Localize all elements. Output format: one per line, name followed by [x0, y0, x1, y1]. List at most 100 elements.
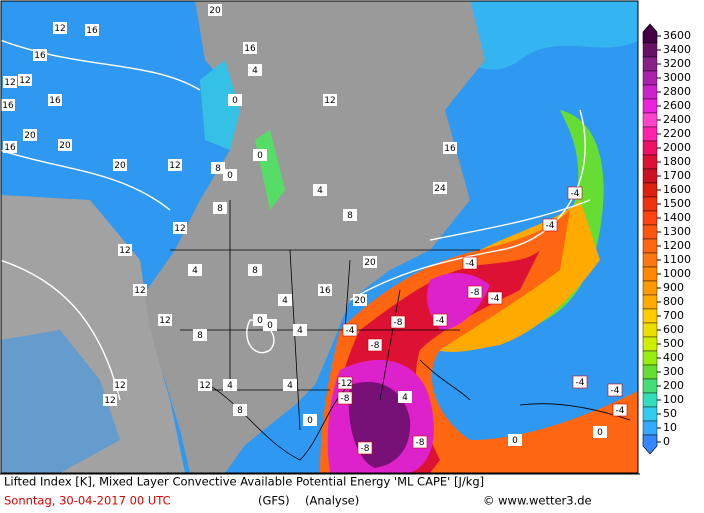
map-frame	[0, 0, 639, 474]
contour-label-box	[228, 94, 242, 106]
contour-label-box	[58, 139, 72, 151]
contour-label: 12	[169, 161, 180, 171]
contour-label: -4	[616, 406, 625, 416]
contour-label-box	[233, 404, 247, 416]
legend-swatch	[642, 420, 658, 436]
contour-label: 4	[317, 186, 323, 196]
contour-label: 0	[232, 96, 238, 106]
contour-label-box	[572, 375, 588, 389]
contour-label: 8	[197, 331, 203, 341]
caption-run: (Analyse)	[305, 494, 359, 508]
legend-swatch	[642, 392, 658, 408]
legend-swatch	[642, 84, 658, 100]
legend-label: 800	[663, 295, 684, 308]
contour-label: 4	[192, 266, 198, 276]
contour-label: 0	[512, 436, 518, 446]
legend-label: 0	[663, 435, 670, 448]
contour-label: 0	[227, 171, 233, 181]
contour-label-box	[337, 376, 353, 390]
contour-label-box	[113, 159, 127, 171]
contour-label-box	[363, 256, 377, 268]
contour-label: -8	[371, 341, 380, 351]
contour-label: 16	[4, 143, 16, 153]
legend-label: 2200	[663, 127, 691, 140]
contour-label-box	[357, 441, 373, 455]
contour-label: -4	[466, 259, 475, 269]
contour-label-box	[158, 314, 172, 326]
contour-label-box	[343, 209, 357, 221]
legend-swatch	[642, 210, 658, 226]
contour-label: 12	[199, 381, 210, 391]
legend-swatch	[642, 280, 658, 296]
contour-label-box	[263, 319, 277, 331]
contour-label: 12	[174, 224, 185, 234]
contour-label-box	[353, 294, 367, 306]
contour-label-box	[53, 22, 67, 34]
legend-label: 500	[663, 337, 684, 350]
legend-label: 1700	[663, 169, 691, 182]
contour-label-box	[33, 49, 47, 61]
contour-label-box	[211, 162, 225, 174]
legend-swatch	[642, 42, 658, 58]
contour-label-box	[253, 149, 267, 161]
contour-label-box	[18, 74, 32, 86]
contour-label-box	[1, 99, 15, 111]
contour-label-box	[593, 426, 607, 438]
contour-label-box	[223, 169, 237, 181]
contour-label: -8	[471, 288, 480, 298]
contour-label: 0	[257, 151, 263, 161]
contour-label: 12	[54, 24, 65, 34]
contour-label: 0	[257, 316, 263, 326]
legend-label: 1800	[663, 155, 691, 168]
contour-label-box	[443, 142, 457, 154]
contour-label: 16	[49, 96, 61, 106]
contour-label: -8	[394, 318, 403, 328]
legend-label: 2800	[663, 85, 691, 98]
contour-label-box	[412, 435, 428, 449]
contour-label-box	[3, 141, 17, 153]
legend-swatch	[642, 252, 658, 268]
contour-label-box	[337, 391, 353, 405]
contour-label-box	[467, 285, 483, 299]
legend-swatch	[642, 294, 658, 310]
contour-label-box	[118, 244, 132, 256]
legend-label: 900	[663, 281, 684, 294]
contour-label: -4	[436, 316, 445, 326]
contour-label-box	[168, 159, 182, 171]
legend-swatch	[642, 23, 658, 44]
legend-label: 100	[663, 393, 684, 406]
legend-swatch	[642, 434, 658, 455]
contour-label: 8	[347, 211, 353, 221]
caption-title: Lifted Index [K], Mixed Layer Convective…	[4, 475, 484, 489]
contour-label: 12	[324, 96, 335, 106]
legend-label: 3400	[663, 43, 691, 56]
contour-label: -4	[571, 189, 580, 199]
legend-swatch	[642, 154, 658, 170]
legend-label: 1100	[663, 253, 691, 266]
contour-label-box	[113, 379, 127, 391]
legend-swatch	[642, 350, 658, 366]
contour-label-box	[323, 94, 337, 106]
legend-swatch	[642, 196, 658, 212]
lifted-index-field	[200, 60, 240, 150]
legend-label: 3600	[663, 29, 691, 42]
contour-label-box	[487, 291, 503, 305]
legend-label: 10	[663, 421, 677, 434]
contour-label: 16	[319, 286, 331, 296]
contour-label: 4	[282, 296, 288, 306]
legend-label: 2600	[663, 99, 691, 112]
contour-label: 8	[215, 164, 221, 174]
legend-swatch	[642, 112, 658, 128]
contour-label: 4	[402, 393, 408, 403]
contour-label-box	[313, 184, 327, 196]
contour-label-box	[303, 414, 317, 426]
contour-label: 8	[237, 406, 243, 416]
contour-label: 4	[227, 381, 233, 391]
map	[1, 1, 638, 473]
contour-label: 12	[4, 78, 15, 88]
legend-swatch	[642, 168, 658, 184]
contour-label-box	[318, 284, 332, 296]
contour-label-box	[278, 294, 292, 306]
caption-model: (GFS)	[258, 494, 290, 508]
legend-label: 300	[663, 365, 684, 378]
